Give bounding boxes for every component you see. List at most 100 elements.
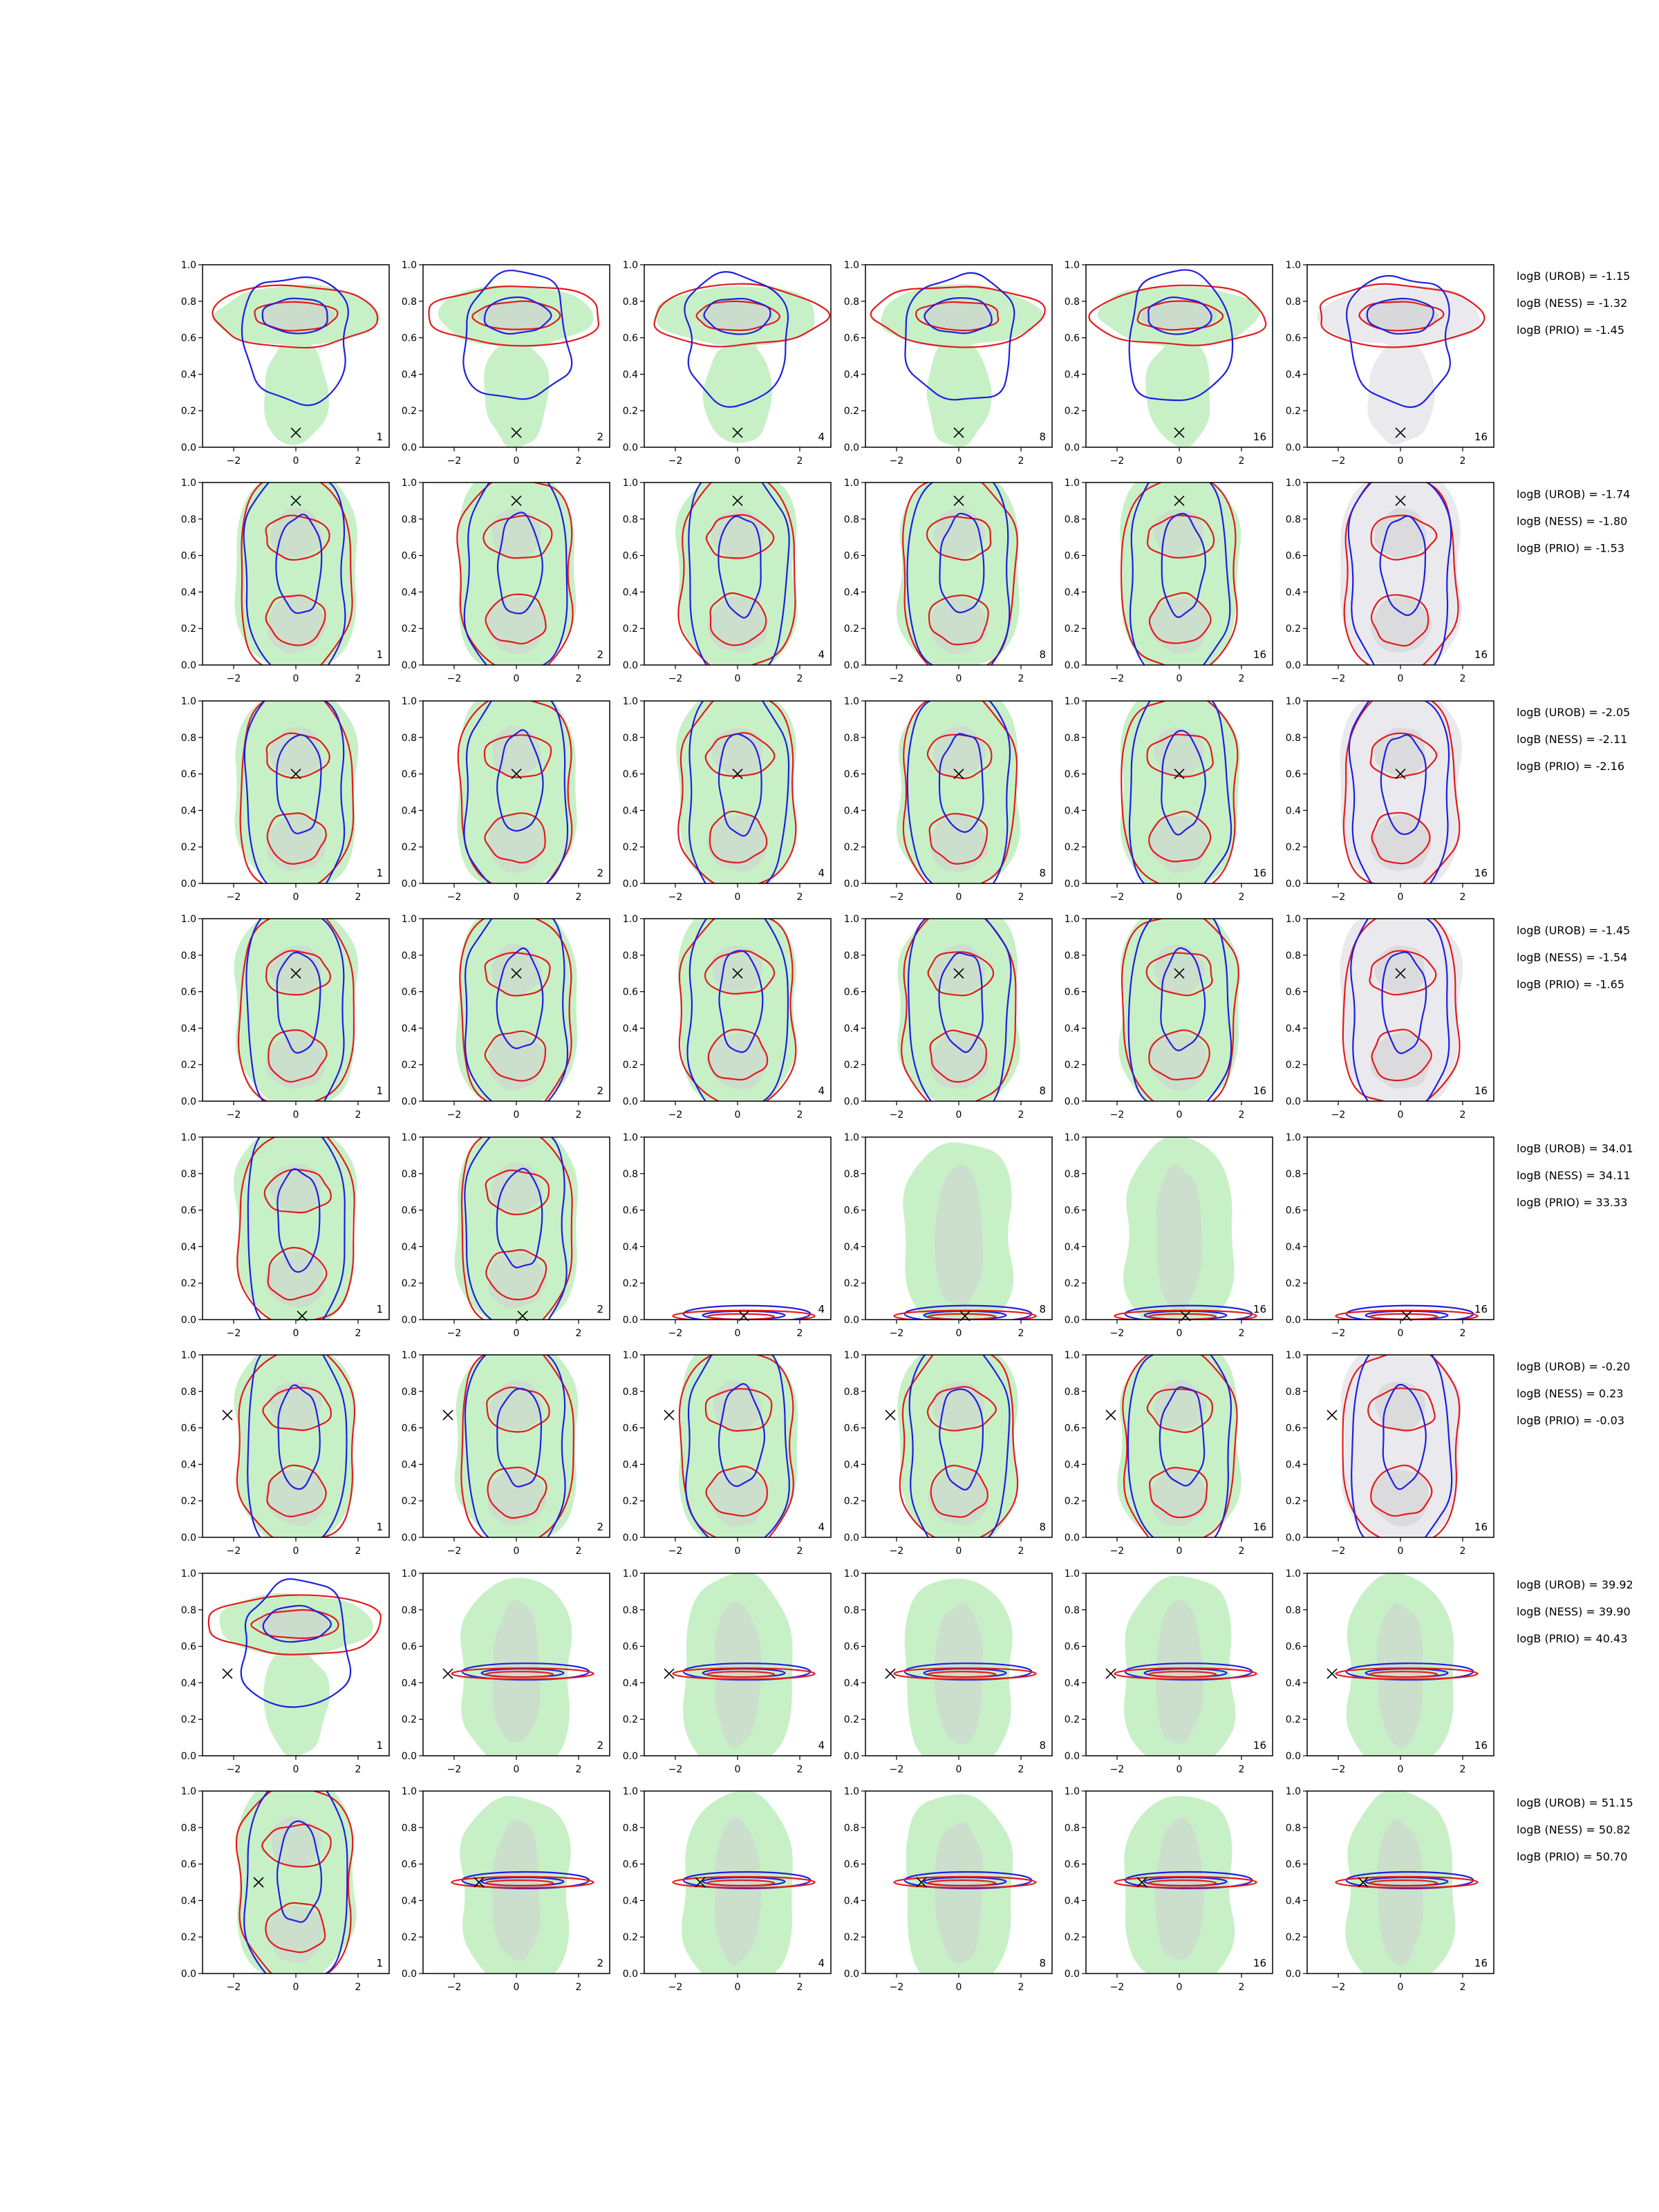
red-contour xyxy=(1136,300,1224,331)
true-value-marker xyxy=(732,427,743,438)
y-tick-label: 0.8 xyxy=(844,733,859,744)
x-tick-label: 0 xyxy=(514,1764,520,1775)
y-tick-label: 0.4 xyxy=(402,1023,417,1034)
blue-contour xyxy=(1379,515,1427,617)
x-tick-label: 0 xyxy=(1398,1982,1404,1993)
y-tick-label: 0.8 xyxy=(623,297,638,308)
red-contour xyxy=(930,1465,988,1518)
logb-annotation: logB (PRIO) = -0.03 xyxy=(1517,1414,1624,1427)
y-tick-label: 0.0 xyxy=(1286,879,1301,890)
y-tick-label: 0.8 xyxy=(1065,1387,1080,1398)
x-tick-label: −2 xyxy=(227,673,241,684)
true-value-marker xyxy=(1358,1877,1369,1888)
panel-plot-area xyxy=(896,701,1020,883)
y-tick-label: 0.4 xyxy=(844,1678,859,1689)
panel-number-label: 8 xyxy=(1039,1957,1046,1969)
blue-contour xyxy=(1347,482,1452,665)
y-tick-label: 0.0 xyxy=(181,442,196,453)
y-tick-label: 0.2 xyxy=(181,1496,196,1507)
x-tick-label: 2 xyxy=(797,1764,803,1775)
y-tick-label: 0.8 xyxy=(1286,733,1301,744)
y-tick-label: 0.2 xyxy=(181,1278,196,1289)
panel: 0.0 0.2 0.4 0.6 0.8 1.0 −2 0 2 2 xyxy=(402,1786,610,1993)
logb-annotation: logB (NESS) = -1.54 xyxy=(1517,951,1627,964)
y-tick-label: 0.8 xyxy=(402,733,417,744)
blue-contour xyxy=(718,950,764,1053)
x-tick-label: 2 xyxy=(355,1982,362,1993)
red-contour xyxy=(460,1137,573,1320)
y-tick-label: 1.0 xyxy=(402,696,417,707)
y-tick-label: 1.0 xyxy=(1065,478,1080,489)
red-contour xyxy=(484,1030,547,1082)
y-tick-label: 0.8 xyxy=(1286,950,1301,962)
y-tick-label: 1.0 xyxy=(623,696,638,707)
density-fill-inner xyxy=(934,1602,983,1744)
red-contour xyxy=(460,1355,574,1537)
y-tick-label: 0.0 xyxy=(623,442,638,453)
panel-plot-area xyxy=(234,919,359,1101)
density-fill-outer xyxy=(263,1649,330,1756)
true-value-marker xyxy=(1105,1668,1116,1679)
density-fill-outer xyxy=(926,337,992,447)
x-tick-label: −2 xyxy=(1110,1328,1125,1339)
y-tick-label: 0.4 xyxy=(623,369,638,380)
red-contour xyxy=(207,1594,382,1656)
blue-contour xyxy=(1160,947,1206,1051)
panel-number-label: 16 xyxy=(1253,1957,1266,1969)
x-tick-label: −2 xyxy=(227,1982,241,1993)
y-tick-label: 0.8 xyxy=(1286,1823,1301,1834)
y-tick-label: 0.2 xyxy=(1286,624,1301,635)
y-tick-label: 0.6 xyxy=(844,1642,859,1653)
y-tick-label: 0.2 xyxy=(844,842,859,853)
panel-number-label: 16 xyxy=(1474,867,1488,879)
panel-number-label: 1 xyxy=(376,867,383,879)
blue-contour xyxy=(1128,269,1234,402)
red-contour xyxy=(428,285,600,347)
panel-number-label: 8 xyxy=(1039,1303,1046,1315)
panel-plot-area xyxy=(454,1137,578,1320)
blue-contour xyxy=(1129,482,1231,665)
density-fill-outer xyxy=(702,337,773,443)
y-tick-label: 1.0 xyxy=(1065,1132,1080,1143)
y-tick-label: 0.4 xyxy=(1286,1895,1301,1906)
blue-contour xyxy=(496,729,544,832)
red-contour xyxy=(1114,1309,1257,1320)
x-tick-label: −2 xyxy=(1331,456,1346,467)
red-contour xyxy=(705,1465,769,1517)
y-tick-label: 1.0 xyxy=(402,478,417,489)
panel: 0.0 0.2 0.4 0.6 0.8 1.0 −2 0 2 4 xyxy=(623,1350,832,1557)
true-value-marker xyxy=(1136,1877,1147,1888)
panel-number-label: 4 xyxy=(818,1521,825,1533)
density-fill-inner xyxy=(1377,1819,1423,1967)
y-tick-label: 1.0 xyxy=(402,1786,417,1797)
panel-plot-area xyxy=(870,272,1046,447)
y-tick-label: 0.2 xyxy=(181,1714,196,1725)
y-tick-label: 0.8 xyxy=(623,1387,638,1398)
red-contour xyxy=(1148,810,1212,863)
panel-plot-area xyxy=(234,701,359,883)
blue-contour xyxy=(243,701,346,883)
y-tick-label: 0.2 xyxy=(1286,1496,1301,1507)
logb-annotation: logB (PRIO) = -1.65 xyxy=(1517,978,1624,991)
y-tick-label: 0.0 xyxy=(844,1315,859,1326)
x-tick-label: 0 xyxy=(735,1109,741,1121)
panel-plot-area xyxy=(234,1355,356,1537)
y-tick-label: 0.6 xyxy=(402,1423,417,1434)
x-tick-label: 2 xyxy=(797,673,803,684)
logb-annotation: logB (NESS) = -1.80 xyxy=(1517,515,1627,528)
red-contour xyxy=(1114,1875,1257,1889)
red-contour xyxy=(1335,1309,1479,1320)
x-tick-label: −2 xyxy=(668,673,683,684)
panel-plot-area xyxy=(675,482,798,665)
y-tick-label: 0.2 xyxy=(623,406,638,417)
y-tick-label: 0.8 xyxy=(844,1169,859,1180)
x-tick-label: 2 xyxy=(1239,1764,1245,1775)
y-tick-label: 0.4 xyxy=(1065,369,1080,380)
logb-annotation: logB (PRIO) = -1.45 xyxy=(1517,324,1624,337)
red-contour xyxy=(1121,919,1239,1101)
y-tick-label: 0.0 xyxy=(1065,1096,1080,1107)
x-tick-label: 2 xyxy=(1460,456,1466,467)
y-tick-label: 0.2 xyxy=(181,624,196,635)
x-tick-label: 0 xyxy=(293,892,299,903)
x-tick-label: 2 xyxy=(1018,1982,1024,1993)
